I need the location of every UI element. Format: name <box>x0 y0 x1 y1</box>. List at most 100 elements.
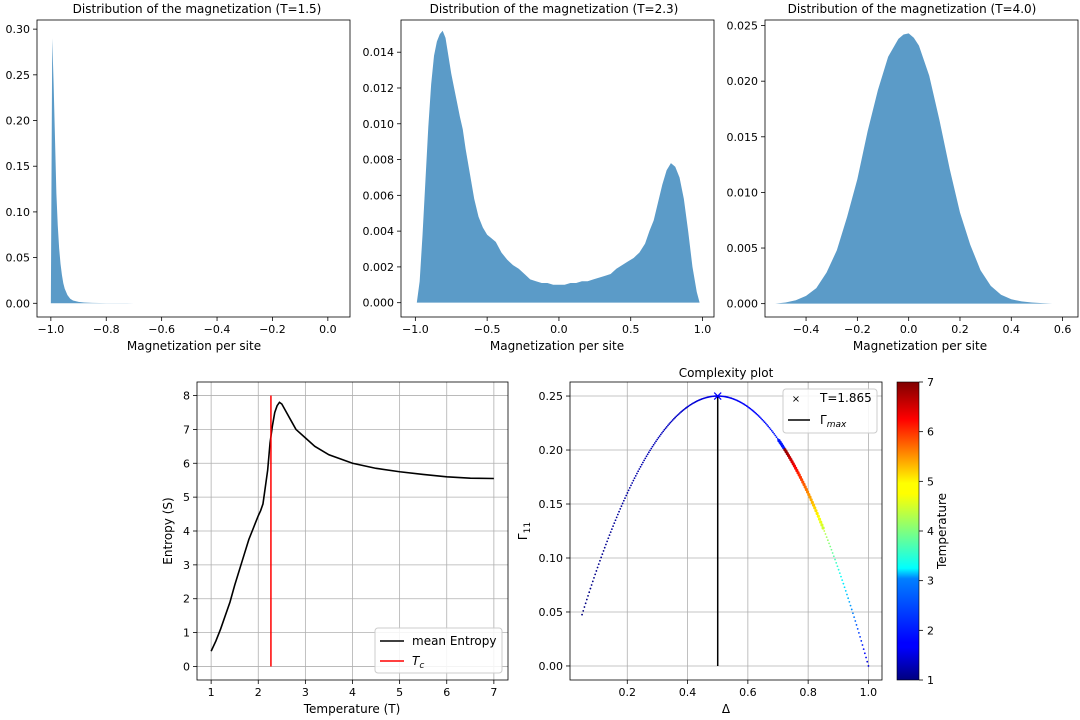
hist2-ytick-label: 0.012 <box>363 82 395 95</box>
complexity-point <box>767 425 770 428</box>
complexity-point <box>830 548 833 551</box>
complexity-point <box>756 413 759 416</box>
hist2-area <box>416 30 700 303</box>
entropy-xticks: 1 2 3 4 5 6 7 <box>208 680 497 699</box>
complexity-point <box>606 540 609 543</box>
complexity-ytick-label: 0.10 <box>539 552 564 565</box>
complexity-point <box>859 635 861 638</box>
complexity-point <box>805 490 810 494</box>
complexity-point <box>755 412 758 415</box>
complexity-point <box>616 513 619 516</box>
entropy-legend-box <box>374 627 503 674</box>
complexity-point <box>603 546 606 549</box>
complexity-point <box>829 545 832 548</box>
hist2-xtick-label: 0.0 <box>550 323 568 336</box>
complexity-point <box>627 489 630 492</box>
complexity-point <box>637 470 640 473</box>
hist3-ytick-label: 0.015 <box>727 131 759 144</box>
hist1-ytick-label: 0.30 <box>6 23 31 36</box>
complexity-point <box>615 516 618 519</box>
complexity-point <box>843 586 846 589</box>
hist1-ytick-label: 0.10 <box>6 206 31 219</box>
complexity-point <box>585 598 588 601</box>
hist2-yticks: 0.000 0.002 0.004 0.006 0.008 0.010 0.012 0.014 <box>363 46 401 310</box>
complexity-points <box>581 395 870 667</box>
complexity-point <box>669 421 672 424</box>
complexity-point <box>619 508 622 510</box>
complexity-point <box>645 455 648 458</box>
hist2-title: Distribution of the magnetization (T=2.3… <box>430 2 679 16</box>
complexity-point <box>834 558 836 561</box>
entropy-xtick-label: 7 <box>490 686 497 699</box>
entropy-ytick-label: 1 <box>183 627 190 640</box>
hist3-xlabel: Magnetization per site <box>853 339 987 353</box>
colorbar: 1 2 3 4 5 6 7 Temperature <box>896 376 949 687</box>
hist1-ytick-label: 0.15 <box>6 160 31 173</box>
complexity-point <box>663 428 666 431</box>
complexity-frame <box>569 381 883 681</box>
complexity-point <box>644 457 647 460</box>
complexity-point <box>652 443 655 446</box>
complexity-point <box>825 536 828 538</box>
hist2-ytick-label: 0.002 <box>363 261 395 274</box>
complexity-point <box>602 550 605 552</box>
colorbar-tick-label: 1 <box>927 674 934 687</box>
complexity-point <box>667 424 669 427</box>
complexity-point <box>658 435 661 438</box>
hist3-yticks: 0.000 0.005 0.010 0.015 0.020 0.025 <box>727 20 765 311</box>
hist3-title: Distribution of the magnetization (T=4.0… <box>788 2 1037 16</box>
complexity-point <box>607 537 610 540</box>
complexity-point <box>867 665 870 667</box>
complexity-point <box>837 568 840 571</box>
hist2-ytick-label: 0.008 <box>363 154 395 167</box>
complexity-point <box>807 492 811 497</box>
complexity-point <box>597 563 600 566</box>
hist-panel-2: Distribution of the magnetization (T=2.3… <box>363 2 715 353</box>
complexity-point <box>670 420 673 423</box>
complexity-point <box>593 577 595 579</box>
entropy-ytick-label: 3 <box>183 559 190 572</box>
complexity-point <box>866 660 869 663</box>
entropy-xlabel: Temperature (T) <box>303 702 401 716</box>
complexity-point <box>590 584 593 586</box>
complexity-point <box>832 555 835 558</box>
entropy-ytick-label: 8 <box>183 390 190 403</box>
complexity-point <box>863 652 866 655</box>
hist-panel-3: Distribution of the magnetization (T=4.0… <box>727 2 1079 353</box>
complexity-point <box>801 480 805 484</box>
hist2-ytick-label: 0.004 <box>363 225 395 238</box>
complexity-point <box>640 463 643 466</box>
colorbar-tick-label: 4 <box>927 525 934 538</box>
hist1-title: Distribution of the magnetization (T=1.5… <box>73 2 322 16</box>
hist1-ytick-label: 0.05 <box>6 252 31 265</box>
complexity-point <box>632 479 635 482</box>
complexity-point <box>665 425 668 428</box>
complexity-point <box>610 528 613 530</box>
complexity-point <box>823 530 826 532</box>
complexity-point <box>774 434 777 437</box>
colorbar-tick-label: 3 <box>927 575 934 588</box>
hist2-xlabel: Magnetization per site <box>490 339 624 353</box>
complexity-point <box>618 510 620 513</box>
complexity-point <box>661 432 663 434</box>
entropy-xtick-label: 6 <box>443 686 450 699</box>
complexity-point <box>841 579 844 582</box>
complexity-point <box>679 412 681 414</box>
hist1-ytick-label: 0.25 <box>6 69 31 82</box>
complexity-point <box>838 572 841 575</box>
complexity-point <box>594 573 597 576</box>
complexity-point <box>770 429 773 432</box>
hist3-xtick-label: 0.2 <box>951 323 969 336</box>
hist1-xtick-label: −0.2 <box>259 323 286 336</box>
complexity-point <box>639 465 642 468</box>
entropy-line <box>210 401 494 652</box>
complexity-point <box>584 602 587 605</box>
hist2-xtick-label: −0.5 <box>474 323 501 336</box>
complexity-point <box>802 482 806 487</box>
complexity-point <box>813 506 817 510</box>
complexity-point <box>809 498 813 502</box>
complexity-point <box>682 409 685 411</box>
complexity-point <box>643 459 646 462</box>
legend-entropy-label: mean Entropy <box>412 634 496 648</box>
complexity-point <box>820 523 824 527</box>
